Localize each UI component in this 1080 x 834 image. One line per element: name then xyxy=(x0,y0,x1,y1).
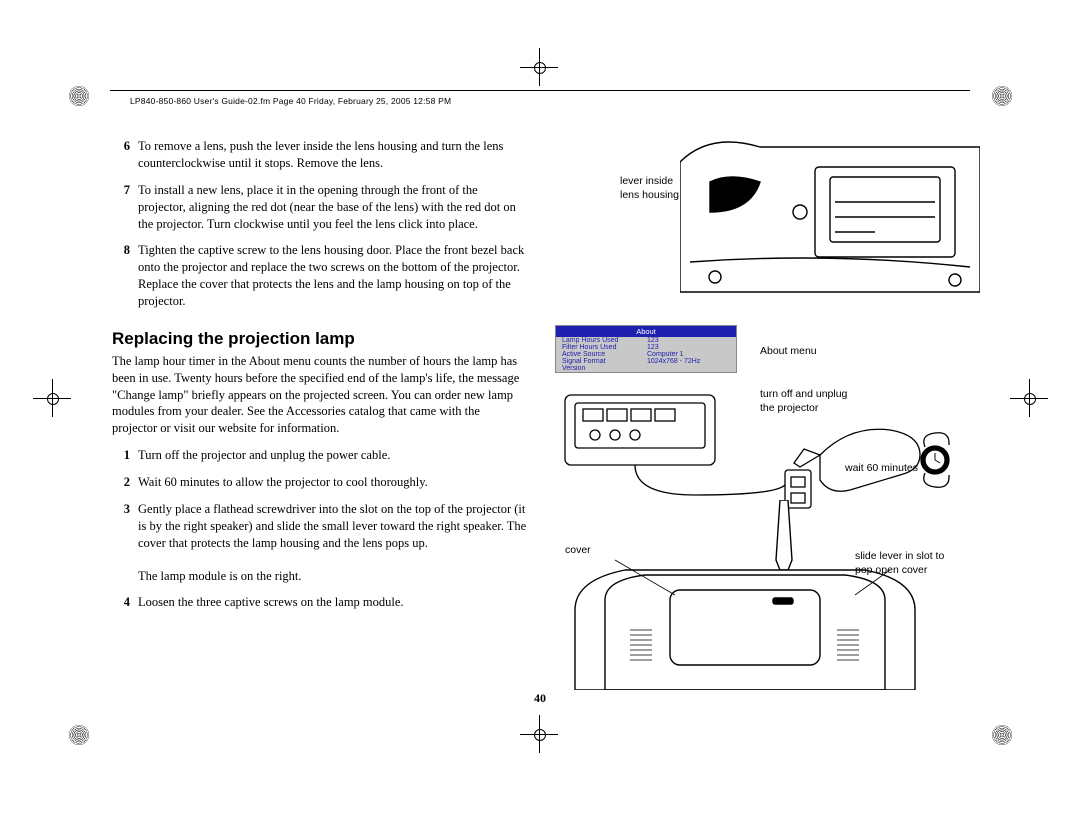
section-paragraph: The lamp hour timer in the About menu co… xyxy=(112,353,527,437)
label-wait: wait 60 minutes xyxy=(845,462,918,476)
page-number: 40 xyxy=(0,691,1080,706)
step-7: 7To install a new lens, place it in the … xyxy=(112,182,527,233)
left-column: 6To remove a lens, push the lever inside… xyxy=(112,138,527,621)
section-heading: Replacing the projection lamp xyxy=(112,328,527,351)
step-3: 3Gently place a flathead screwdriver int… xyxy=(112,501,527,552)
step-8: 8Tighten the captive screw to the lens h… xyxy=(112,242,527,310)
label-slide: slide lever in slot to pop open cover xyxy=(855,550,944,577)
label-cover: cover xyxy=(565,544,591,558)
header-text: LP840-850-860 User's Guide-02.fm Page 40… xyxy=(130,96,451,106)
step-2: 2Wait 60 minutes to allow the projector … xyxy=(112,474,527,491)
step-6: 6To remove a lens, push the lever inside… xyxy=(112,138,527,172)
lens-housing-illustration xyxy=(680,122,980,302)
label-about: About menu xyxy=(760,345,817,359)
about-menu: About Lamp Hours Used123 Filter Hours Us… xyxy=(555,325,737,373)
about-menu-title: About xyxy=(556,326,736,337)
label-turnoff: turn off and unplug the projector xyxy=(760,388,847,415)
step-4: 4Loosen the three captive screws on the … xyxy=(112,594,527,611)
step-1: 1Turn off the projector and unplug the p… xyxy=(112,447,527,464)
header-rule xyxy=(110,90,970,91)
label-lever: lever inside lens housing xyxy=(620,175,679,202)
mid-line: The lamp module is on the right. xyxy=(138,568,527,585)
cover-illustration xyxy=(545,500,965,690)
